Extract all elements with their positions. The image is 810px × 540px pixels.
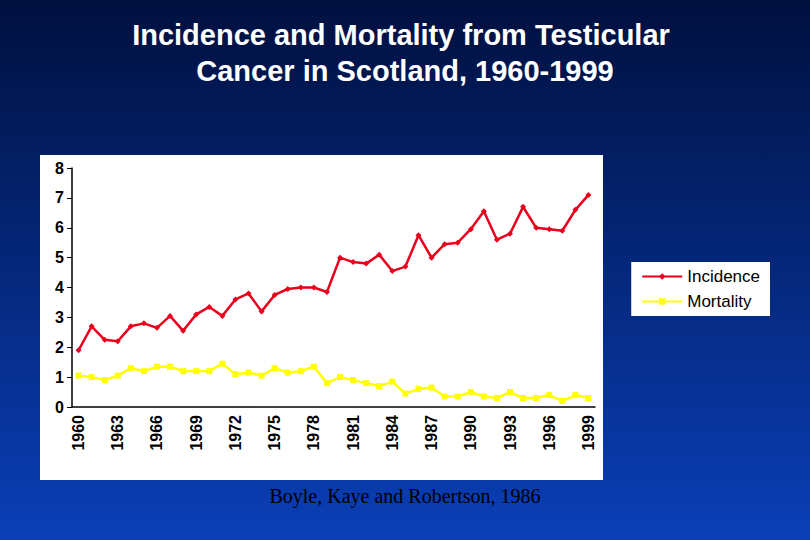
svg-text:6: 6 [55, 219, 64, 236]
svg-text:Boyle, Kaye and Robertson, 198: Boyle, Kaye and Robertson, 1986 [269, 485, 540, 508]
svg-text:1975: 1975 [266, 415, 283, 451]
svg-text:1996: 1996 [541, 415, 558, 451]
svg-text:Cancer in Scotland, 1960-1999: Cancer in Scotland, 1960-1999 [196, 55, 613, 87]
svg-text:1963: 1963 [109, 415, 126, 451]
svg-text:1: 1 [55, 369, 64, 386]
svg-text:1969: 1969 [188, 415, 205, 451]
svg-text:0: 0 [55, 399, 64, 416]
svg-text:1984: 1984 [384, 415, 401, 451]
svg-text:4: 4 [55, 279, 64, 296]
svg-text:1972: 1972 [227, 415, 244, 451]
svg-text:7: 7 [55, 189, 64, 206]
svg-text:1978: 1978 [305, 415, 322, 451]
svg-text:1987: 1987 [423, 415, 440, 451]
svg-text:1993: 1993 [502, 415, 519, 451]
svg-text:3: 3 [55, 309, 64, 326]
svg-text:Incidence and Mortality from T: Incidence and Mortality from Testicular [132, 19, 678, 51]
svg-text:1966: 1966 [148, 415, 165, 451]
svg-text:1981: 1981 [345, 415, 362, 451]
svg-text:1960: 1960 [70, 415, 87, 451]
svg-text:8: 8 [55, 160, 64, 177]
svg-text:1990: 1990 [462, 415, 479, 451]
svg-text:Mortality: Mortality [687, 292, 752, 311]
svg-text:1999: 1999 [580, 415, 597, 451]
svg-text:Incidence: Incidence [687, 267, 760, 286]
svg-text:2: 2 [55, 339, 64, 356]
svg-text:5: 5 [55, 249, 64, 266]
